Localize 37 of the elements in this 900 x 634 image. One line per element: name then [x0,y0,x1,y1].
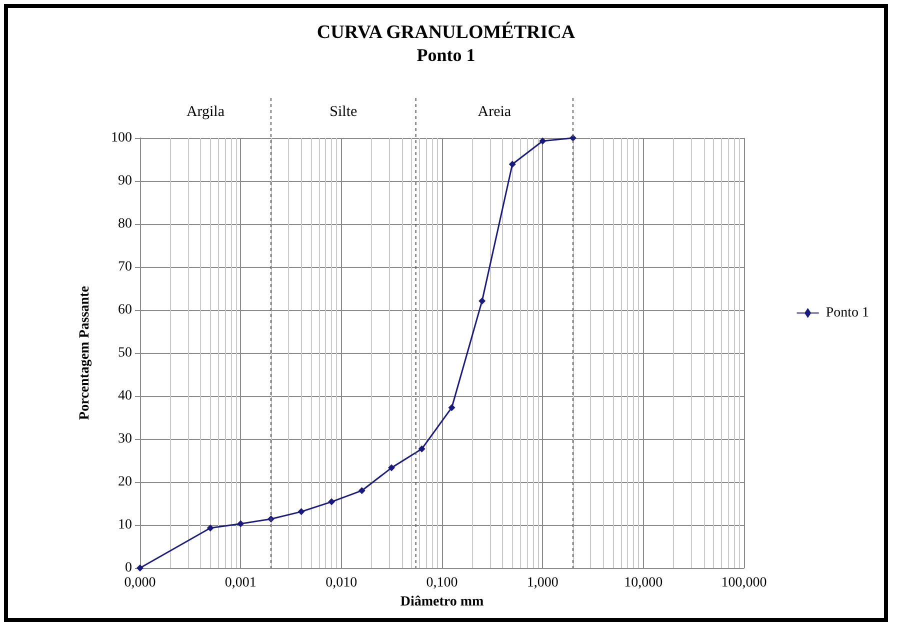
point [206,524,214,532]
text: Argila [186,104,225,120]
x-tick-label: 0,010 [326,576,358,590]
point [237,520,244,528]
x-tick-label: 1,000 [526,576,558,590]
point [508,160,516,168]
x-tick-label: 0,001 [224,576,256,590]
x-tick-label: 10,000 [624,576,663,590]
y-tick-label: 70 [118,260,132,274]
text: Areia [478,104,512,120]
chart-title: CURVA GRANULOMÉTRICA [316,21,576,43]
point [448,404,456,412]
point [478,297,486,304]
y-tick-label: 40 [118,388,132,404]
y-tick-label: 100 [111,130,132,146]
text: Silte [330,104,358,120]
y-axis-title: Porcentagem Passante [78,286,92,420]
point [539,138,546,145]
point [418,445,426,452]
y-tick-label: 10 [118,518,132,532]
y-tick-label: 80 [118,216,132,232]
point [328,498,336,506]
x-tick-label: 100,000 [721,576,767,590]
legend-label: Ponto 1 [826,306,870,320]
y-tick-label: 50 [118,346,132,360]
point [358,487,366,494]
y-tick-label: 30 [118,432,132,446]
chart-subtitle: Ponto 1 [416,45,476,65]
y-tick-label: 20 [118,474,132,490]
y-tick-label: 90 [118,174,132,188]
x-tick-label: 0,000 [124,576,156,590]
y-tick-label: 0 [125,560,132,576]
point [388,464,395,472]
point [298,508,305,516]
x-axis-title: Diâmetro mm [400,594,484,610]
y-tick-label: 60 [118,302,132,318]
x-tick-label: 0,100 [426,576,458,590]
